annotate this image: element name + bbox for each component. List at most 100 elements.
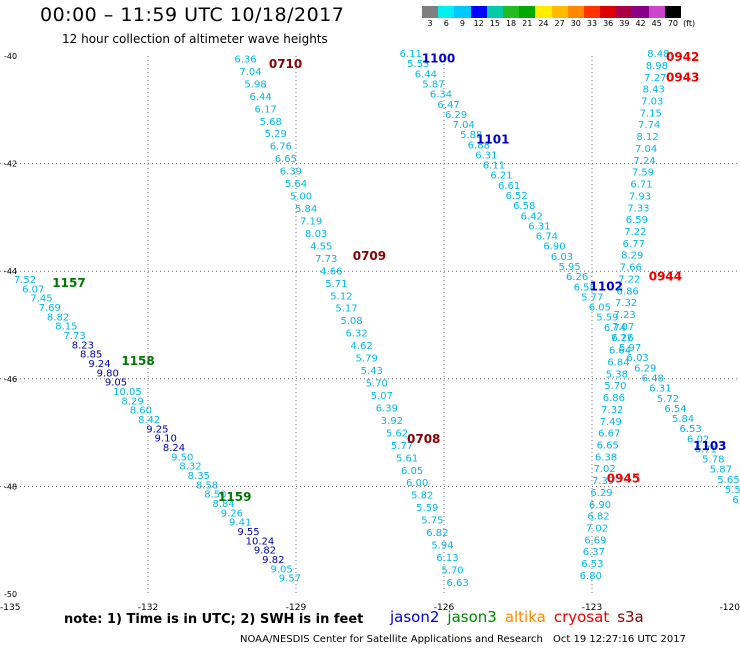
pass-time-label: 0710 xyxy=(269,57,302,71)
swh-value-label: 6.32 xyxy=(345,329,367,340)
swh-value-label: 9.10 xyxy=(155,434,177,445)
swh-value-label: 6.90 xyxy=(589,500,611,511)
track-jason2: 6.115.536.445.876.346.476.297.045.886.88… xyxy=(400,49,740,506)
swh-value-label: 9.55 xyxy=(237,527,259,538)
swh-value-label: 5.70 xyxy=(366,379,388,390)
color-swatch-9 xyxy=(567,6,584,18)
swh-value-label: 6.47 xyxy=(437,100,459,111)
swh-value-label: 7.04 xyxy=(453,120,475,131)
swh-value-label: 6.11 xyxy=(400,49,422,60)
swh-value-label: 7.22 xyxy=(624,227,646,238)
color-swatch-2 xyxy=(454,6,471,18)
swh-value-label: 8.29 xyxy=(621,251,643,262)
swh-value-label: 6.36 xyxy=(234,54,256,65)
swh-value-label: 6.39 xyxy=(376,403,398,414)
swh-value-label: 6.42 xyxy=(521,211,543,222)
color-swatch-3 xyxy=(470,6,487,18)
pass-time-label: 1100 xyxy=(422,52,455,66)
color-scale-label: 21 xyxy=(522,19,533,28)
swh-value-label: 5.77 xyxy=(581,292,603,303)
swh-value-label: 7.32 xyxy=(615,298,637,309)
swh-value-label: 7.73 xyxy=(315,254,337,265)
swh-value-label: 5.68 xyxy=(260,117,282,128)
swh-value-label: 6.63 xyxy=(446,578,468,589)
swh-value-label: 5.82 xyxy=(411,491,433,502)
swh-value-label: 5.95 xyxy=(558,262,580,273)
color-scale-label: 3 xyxy=(427,19,433,28)
color-scale-label: 39 xyxy=(619,19,630,28)
y-tick-label: -48 xyxy=(4,482,17,491)
swh-value-label: 5.61 xyxy=(396,453,418,464)
swh-value-label: 6.58 xyxy=(513,201,535,212)
swh-value-label: 5.75 xyxy=(421,516,443,527)
swh-value-label: 6.02 xyxy=(687,434,709,445)
footer-credit: NOAA/NESDIS Center for Satellite Applica… xyxy=(240,634,543,645)
grid-lines xyxy=(0,56,740,594)
color-swatch-12 xyxy=(616,6,633,18)
pass-time-label: 0945 xyxy=(607,471,640,485)
swh-value-label: 8.29 xyxy=(121,396,143,407)
swh-value-label: 6.54 xyxy=(664,404,686,415)
swh-value-label: 6.77 xyxy=(623,239,645,250)
swh-value-label: 10.05 xyxy=(113,387,142,398)
swh-value-label: 5.64 xyxy=(285,179,307,190)
swh-value-label: 6.71 xyxy=(630,180,652,191)
swh-value-label: 7.03 xyxy=(641,97,663,108)
swh-value-label: 6.44 xyxy=(249,92,271,103)
swh-value-label: 5.07 xyxy=(371,391,393,402)
swh-value-label: 9.05 xyxy=(270,564,292,575)
swh-value-label: 5.43 xyxy=(361,366,383,377)
swh-value-label: 8.85 xyxy=(80,350,102,361)
swh-value-label: 5.88 xyxy=(460,130,482,141)
swh-value-label: 5.71 xyxy=(325,279,347,290)
satellite-legend-jason3: jason3 xyxy=(447,608,497,626)
swh-value-label: 5.79 xyxy=(356,354,378,365)
swh-value-label: 7.74 xyxy=(638,120,660,131)
swh-value-label: 6.65 xyxy=(275,154,297,165)
swh-value-label: 8.48 xyxy=(647,49,669,60)
color-scale-swatches xyxy=(422,6,697,18)
swh-value-label: 9.24 xyxy=(88,359,110,370)
swh-value-label: 6.59 xyxy=(626,215,648,226)
swh-value-label: 6.31 xyxy=(475,150,497,161)
swh-value-label: 8.42 xyxy=(138,415,160,426)
swh-value-label: 8.32 xyxy=(179,462,201,473)
swh-value-label: 6.26 xyxy=(566,272,588,283)
x-tick-label: -129 xyxy=(286,603,307,613)
swh-value-label: 6.86 xyxy=(617,286,639,297)
pass-time-label: 1157 xyxy=(52,276,85,290)
swh-value-label: 5.98 xyxy=(244,79,266,90)
pass-time-label: 1103 xyxy=(693,439,726,453)
swh-value-label: 9.05 xyxy=(105,378,127,389)
swh-value-label: 8.24 xyxy=(163,443,185,454)
y-tick-label: -42 xyxy=(4,160,17,169)
color-swatch-0 xyxy=(422,6,439,18)
swh-value-label: 9.25 xyxy=(146,424,168,435)
swh-value-label: 5.97 xyxy=(619,343,641,354)
swh-value-label: 5.84 xyxy=(295,204,317,215)
swh-value-label: 5.72 xyxy=(657,394,679,405)
color-scale-label: (ft) xyxy=(683,19,696,28)
swh-value-label: 7.22 xyxy=(618,274,640,285)
color-scale-label: 6 xyxy=(443,19,449,28)
swh-value-label: 6.88 xyxy=(468,140,490,151)
swh-value-label: 6.64 xyxy=(609,346,631,357)
swh-value-label: 5.00 xyxy=(290,192,312,203)
swh-value-label: 7.93 xyxy=(629,191,651,202)
satellite-legend-jason2: jason2 xyxy=(390,608,440,626)
swh-value-label: 7.69 xyxy=(39,303,61,314)
color-swatch-5 xyxy=(502,6,520,18)
swh-value-label: 5.84 xyxy=(672,414,694,425)
swh-value-label: 3.92 xyxy=(381,416,403,427)
color-scale-label: 30 xyxy=(570,19,581,28)
swh-value-label: 7.32 xyxy=(601,405,623,416)
swh-value-label: 7.27 xyxy=(644,73,666,84)
footer-timestamp: Oct 19 12:27:16 UTC 2017 xyxy=(553,634,686,645)
swh-value-label: 8.60 xyxy=(130,406,152,417)
x-tick-label: -120 xyxy=(720,603,740,613)
color-swatch-8 xyxy=(551,6,568,18)
swh-value-label: 6.32 xyxy=(732,495,740,506)
swh-value-label: 7.15 xyxy=(640,108,662,119)
swh-value-label: 10.24 xyxy=(246,536,275,547)
swh-value-label: 6.84 xyxy=(607,357,629,368)
